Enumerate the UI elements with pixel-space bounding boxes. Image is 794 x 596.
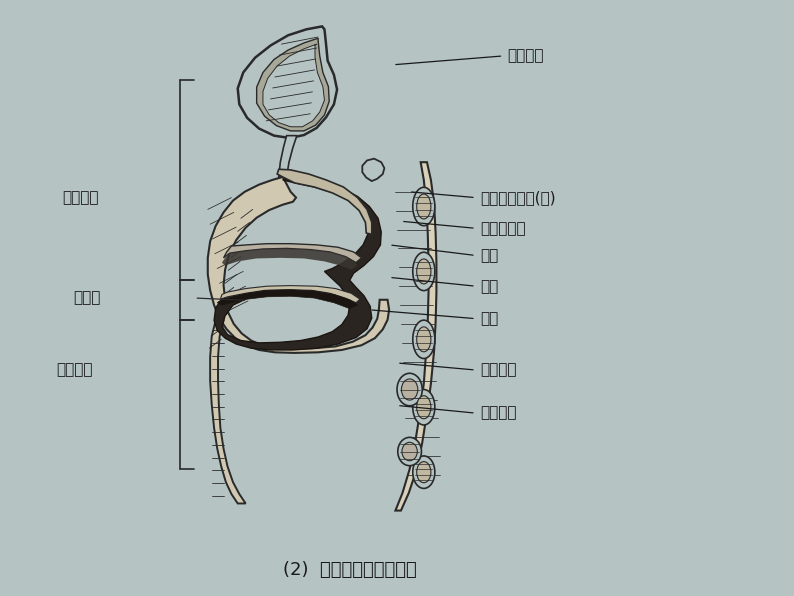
Text: 环状软骨: 环状软骨 — [480, 406, 516, 421]
Ellipse shape — [413, 187, 435, 226]
Polygon shape — [279, 136, 297, 177]
Ellipse shape — [413, 390, 435, 425]
Polygon shape — [218, 290, 357, 309]
Ellipse shape — [417, 327, 431, 352]
Text: 室带: 室带 — [480, 248, 498, 263]
Ellipse shape — [397, 373, 422, 406]
Ellipse shape — [417, 462, 431, 483]
Text: 声门上区: 声门上区 — [62, 190, 98, 205]
Ellipse shape — [402, 442, 418, 461]
Text: 甲状软骨上角(右): 甲状软骨上角(右) — [480, 190, 556, 205]
Text: 声门区: 声门区 — [74, 290, 101, 306]
Polygon shape — [256, 38, 330, 131]
Ellipse shape — [413, 320, 435, 359]
Polygon shape — [221, 285, 360, 303]
Text: 声带: 声带 — [480, 311, 498, 326]
Ellipse shape — [398, 437, 422, 465]
Ellipse shape — [417, 396, 431, 419]
Polygon shape — [224, 244, 361, 263]
Ellipse shape — [402, 379, 418, 400]
Ellipse shape — [417, 259, 431, 284]
Polygon shape — [210, 321, 245, 504]
Polygon shape — [214, 177, 381, 350]
Text: 会厌软骨: 会厌软骨 — [507, 48, 544, 63]
Text: 喉室: 喉室 — [480, 279, 498, 294]
Polygon shape — [222, 249, 357, 269]
Polygon shape — [277, 169, 372, 234]
Text: 声门下区: 声门下区 — [56, 362, 93, 377]
Ellipse shape — [413, 252, 435, 291]
Polygon shape — [362, 159, 384, 181]
Polygon shape — [395, 162, 437, 511]
Text: 构状会厌襞: 构状会厌襞 — [480, 221, 526, 236]
Ellipse shape — [413, 456, 435, 488]
Text: 甲状软骨: 甲状软骨 — [480, 362, 516, 377]
Polygon shape — [208, 177, 389, 353]
Polygon shape — [237, 26, 337, 138]
Text: (2)  喉的矢状切面内面观: (2) 喉的矢状切面内面观 — [283, 561, 417, 579]
Polygon shape — [263, 44, 325, 127]
Ellipse shape — [417, 194, 431, 219]
